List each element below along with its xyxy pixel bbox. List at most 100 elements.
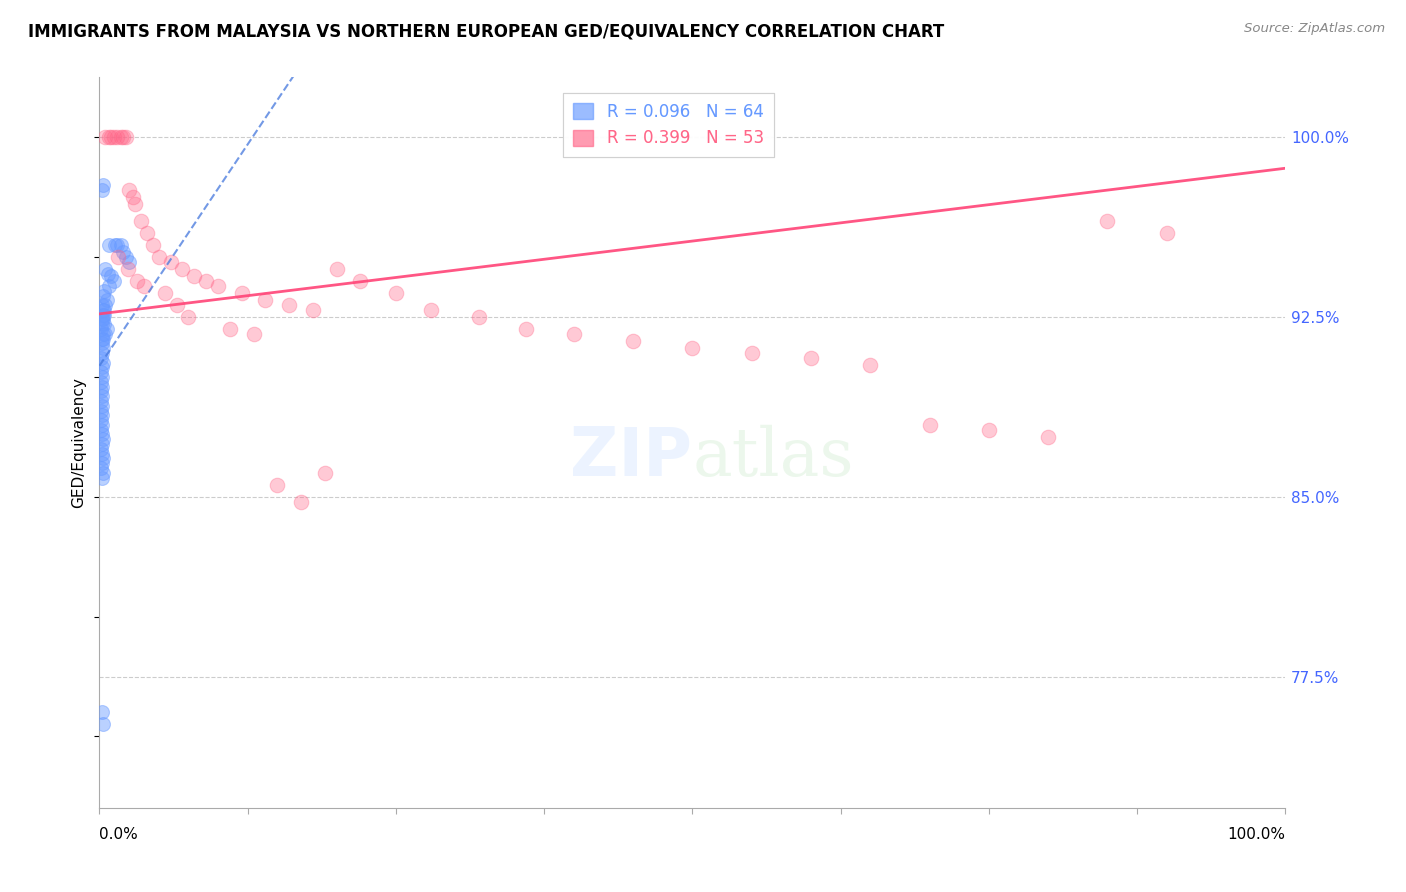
Point (96, 322, 118, 336)
Point (290, 494, 312, 508)
Point (97, 238, 120, 252)
Point (90, 399, 112, 413)
Point (90, 365, 112, 379)
Point (218, 322, 240, 336)
Point (515, 322, 537, 336)
Point (90, 442, 112, 456)
Point (97, 267, 120, 281)
Point (183, 269, 205, 284)
Point (166, 298, 188, 312)
Point (90, 423, 112, 437)
Point (90, 403, 112, 417)
Point (621, 334, 644, 348)
Text: Source: ZipAtlas.com: Source: ZipAtlas.com (1244, 22, 1385, 36)
Point (91, 312, 114, 326)
Point (90, 312, 112, 326)
Point (242, 326, 264, 341)
Point (114, 250, 136, 264)
Point (91, 178, 114, 193)
Point (107, 250, 129, 264)
Point (231, 286, 253, 301)
Point (91, 355, 114, 369)
Point (90, 379, 112, 393)
Point (90, 447, 112, 461)
Point (91, 308, 114, 322)
Point (90, 298, 112, 312)
Point (118, 255, 141, 269)
Point (93, 308, 115, 322)
Point (278, 298, 301, 312)
Point (100, 269, 122, 284)
Point (105, 130, 128, 145)
Point (90, 427, 112, 442)
Point (90, 322, 112, 336)
Point (90, 413, 112, 427)
Point (90, 318, 112, 332)
Point (1156, 226, 1178, 240)
Point (172, 262, 194, 277)
Point (90, 375, 112, 389)
Point (112, 245, 135, 260)
Point (385, 286, 408, 301)
Point (562, 326, 585, 341)
Point (104, 238, 127, 252)
Point (91, 326, 114, 341)
Text: 100.0%: 100.0% (1227, 828, 1285, 842)
Point (302, 302, 325, 317)
Point (93, 302, 115, 317)
Point (97, 130, 120, 145)
Point (90, 393, 112, 408)
Point (97, 279, 120, 293)
Point (94, 262, 117, 277)
Point (127, 274, 149, 288)
Legend: R = 0.096   N = 64, R = 0.399   N = 53: R = 0.096 N = 64, R = 0.399 N = 53 (564, 93, 773, 157)
Point (195, 274, 218, 288)
Point (121, 190, 143, 204)
Point (94, 326, 117, 341)
Point (103, 130, 125, 145)
Point (159, 255, 181, 269)
Point (105, 238, 128, 252)
Point (110, 130, 132, 145)
Point (93, 284, 115, 298)
Point (91, 466, 114, 480)
Point (90, 389, 112, 403)
Point (420, 302, 443, 317)
Point (468, 310, 491, 324)
Point (918, 417, 941, 432)
Point (134, 279, 156, 293)
Point (153, 286, 176, 301)
Point (114, 130, 136, 145)
Point (254, 293, 277, 308)
Point (90, 360, 112, 375)
Point (91, 302, 114, 317)
Text: 0.0%: 0.0% (100, 828, 138, 842)
Point (117, 262, 139, 277)
Point (977, 423, 1000, 437)
Point (148, 250, 170, 264)
Point (96, 293, 118, 308)
Y-axis label: GED/Equivalency: GED/Equivalency (72, 377, 86, 508)
Point (94, 130, 117, 145)
Point (94, 298, 117, 312)
Point (859, 358, 882, 372)
Point (800, 351, 823, 365)
Text: IMMIGRANTS FROM MALAYSIA VS NORTHERN EUROPEAN GED/EQUIVALENCY CORRELATION CHART: IMMIGRANTS FROM MALAYSIA VS NORTHERN EUR… (28, 22, 945, 40)
Point (100, 130, 122, 145)
Point (90, 370, 112, 384)
Point (91, 432, 114, 446)
Point (90, 384, 112, 399)
Point (110, 238, 132, 252)
Point (91, 288, 114, 302)
Point (90, 409, 112, 423)
Point (90, 437, 112, 451)
Point (90, 706, 112, 720)
Point (93, 318, 115, 332)
Point (142, 238, 165, 252)
Point (741, 346, 763, 360)
Point (91, 341, 114, 355)
Point (90, 332, 112, 346)
Point (207, 279, 229, 293)
Point (103, 274, 125, 288)
Point (325, 262, 347, 277)
